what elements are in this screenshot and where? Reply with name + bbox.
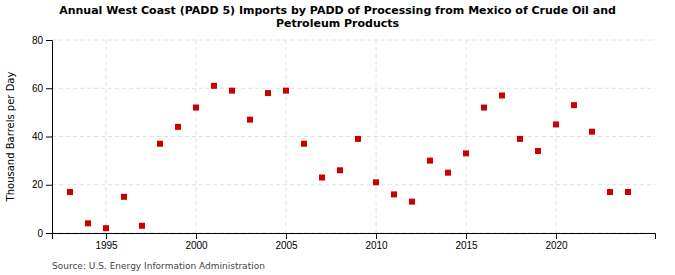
grid-line-y xyxy=(52,136,655,137)
y-axis-title: Thousand Barrels per Day xyxy=(5,72,16,203)
point xyxy=(319,175,325,181)
point xyxy=(103,225,109,231)
y-axis-tick: 60 xyxy=(32,83,52,94)
x-axis-tick-label: 2015 xyxy=(455,240,478,251)
grid-line-x xyxy=(286,40,287,233)
grid-line-x xyxy=(196,40,197,233)
grid-line-x xyxy=(106,40,107,233)
point xyxy=(283,88,289,94)
x-axis-tick-label: 2010 xyxy=(365,240,388,251)
point xyxy=(463,150,469,156)
x-axis-tick: 2010 xyxy=(365,233,388,251)
chart-svg: 1995 2000 2005 2010 2015 2020 0 20 40 60 80 Annual … xyxy=(0,0,675,275)
point xyxy=(517,136,523,142)
x-axis-tick-label: 2005 xyxy=(275,240,298,251)
x-axis-tick-mark xyxy=(376,233,377,239)
y-axis: 0 20 40 60 80 xyxy=(32,35,53,239)
points xyxy=(67,83,631,231)
x-axis-tick-mark xyxy=(286,233,287,239)
x-axis-tick-mark xyxy=(466,233,467,239)
point xyxy=(121,194,127,200)
x-axis-tick: 2015 xyxy=(455,233,478,251)
title-line: Annual West Coast (PADD 5) Imports by PA… xyxy=(59,4,616,17)
x-axis-tick-mark xyxy=(556,233,557,239)
plot-area: 1995 2000 2005 2010 2015 2020 0 20 40 60 80 xyxy=(32,35,656,251)
grid-line-x xyxy=(376,40,377,233)
y-axis-tick-mark xyxy=(46,40,52,41)
x-axis-tick: 2020 xyxy=(545,233,568,251)
y-axis-tick: 80 xyxy=(32,35,52,46)
grid-line-x xyxy=(466,40,467,233)
y-axis-tick-mark xyxy=(46,88,52,89)
point xyxy=(499,92,505,98)
x-axis-tick: 2000 xyxy=(185,233,208,251)
y-axis-line xyxy=(46,41,53,234)
point xyxy=(589,129,595,135)
x-axis-tick-label: 2020 xyxy=(545,240,568,251)
title-line: Petroleum Products xyxy=(276,17,400,30)
grid-line-y xyxy=(52,184,655,185)
y-axis-tick-mark xyxy=(46,185,52,186)
grid-line-y xyxy=(52,40,655,41)
point xyxy=(409,199,415,205)
x-axis-tick: 1995 xyxy=(95,233,118,251)
point xyxy=(535,148,541,154)
grid xyxy=(52,40,655,233)
y-axis-tick-label: 20 xyxy=(32,179,44,190)
grid-line-y xyxy=(52,88,655,89)
x-axis-tick: 2005 xyxy=(275,233,298,251)
y-axis-tick: 40 xyxy=(32,131,52,142)
point xyxy=(139,223,145,229)
point xyxy=(211,83,217,89)
point xyxy=(571,102,577,108)
point xyxy=(481,105,487,111)
point xyxy=(337,167,343,173)
source-note: Source: U.S. Energy Information Administ… xyxy=(52,261,265,271)
point xyxy=(391,191,397,197)
point xyxy=(265,90,271,96)
x-axis: 1995 2000 2005 2010 2015 2020 xyxy=(53,233,656,251)
point xyxy=(445,170,451,176)
y-axis-tick-mark xyxy=(46,233,52,234)
point xyxy=(85,220,91,226)
point xyxy=(229,88,235,94)
y-axis-tick: 0 xyxy=(37,228,52,239)
x-axis-tick-label: 2000 xyxy=(185,240,208,251)
point xyxy=(553,121,559,127)
point xyxy=(373,179,379,185)
y-axis-tick-mark xyxy=(46,137,52,138)
point xyxy=(355,136,361,142)
title: Annual West Coast (PADD 5) Imports by PA… xyxy=(59,4,616,30)
y-axis-tick-label: 60 xyxy=(32,83,44,94)
point xyxy=(67,189,73,195)
x-axis-line xyxy=(53,234,656,240)
point xyxy=(607,189,613,195)
x-axis-tick-mark xyxy=(106,233,107,239)
point xyxy=(175,124,181,130)
grid-line-x xyxy=(556,40,557,233)
x-axis-tick-mark xyxy=(196,233,197,239)
point xyxy=(247,117,253,123)
point xyxy=(301,141,307,147)
y-axis-tick-label: 80 xyxy=(32,35,44,46)
point xyxy=(625,189,631,195)
y-axis-tick: 20 xyxy=(32,179,52,190)
point xyxy=(427,158,433,164)
x-axis-tick-label: 1995 xyxy=(95,240,118,251)
y-axis-tick-label: 40 xyxy=(32,131,44,142)
y-axis-tick-label: 0 xyxy=(37,228,43,239)
point xyxy=(193,105,199,111)
point xyxy=(157,141,163,147)
